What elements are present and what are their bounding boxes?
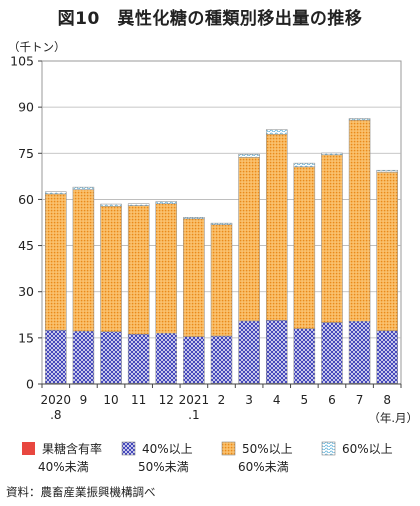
legend-label-1: 40%未満 xyxy=(38,460,89,474)
x-tick-label: 9 xyxy=(80,393,88,407)
bar-segment-4 xyxy=(376,169,398,173)
legend-swatch-4 xyxy=(321,441,336,456)
bar-segment-4 xyxy=(321,152,343,156)
x-tick-label: 7 xyxy=(356,393,364,407)
bar-segment-4 xyxy=(293,162,316,168)
y-tick-label: 75 xyxy=(18,146,34,161)
legend-label-3: 60%未満 xyxy=(238,460,289,474)
x-tick-label: .1 xyxy=(188,408,199,422)
legend-label-4: 60%以上 xyxy=(342,442,393,456)
bar-segment-3 xyxy=(45,193,67,331)
x-tick-label: 6 xyxy=(328,393,336,407)
bar-segment-3 xyxy=(265,133,288,321)
x-tick-label: 3 xyxy=(245,393,253,407)
bar-segment-3 xyxy=(100,205,122,332)
bar-segment-3 xyxy=(321,154,343,323)
bar-segment-2 xyxy=(45,329,67,384)
bar-segment-4 xyxy=(127,203,150,206)
y-tick-label: 105 xyxy=(10,54,34,69)
legend-label-1: 果糖含有率 xyxy=(42,441,102,456)
y-tick-label: 45 xyxy=(18,238,34,253)
bar-segment-4 xyxy=(100,203,122,207)
bar-segment-4 xyxy=(348,118,371,121)
legend-swatch-1 xyxy=(22,442,35,455)
legend-label-2: 50%未満 xyxy=(138,460,189,474)
bar-segment-3 xyxy=(72,189,95,332)
x-tick-label: .8 xyxy=(50,408,61,422)
y-tick-label: 0 xyxy=(26,377,34,392)
chart-title: 図10 異性化糖の種類別移出量の推移 xyxy=(57,9,363,29)
x-tick-label: 4 xyxy=(273,393,281,407)
bar-segment-2 xyxy=(155,332,178,384)
bar-segment-2 xyxy=(127,333,150,384)
legend-label-2: 40%以上 xyxy=(142,442,193,456)
bar-segment-2 xyxy=(72,330,95,384)
bar-segment-4 xyxy=(72,186,95,190)
bar-segment-2 xyxy=(265,320,288,384)
bar-segment-4 xyxy=(210,222,233,225)
x-tick-label: 2 xyxy=(218,393,226,407)
legend-layer: 果糖含有率 40%未満 40%以上 50%未満 50%以上 60%未満 60%以上 xyxy=(22,441,393,474)
y-tick-label: 60 xyxy=(18,192,34,207)
x-tick-label: 10 xyxy=(103,393,118,407)
bar-segment-4 xyxy=(155,201,178,204)
x-tick-label: 11 xyxy=(131,393,146,407)
bar-segment-2 xyxy=(238,320,260,384)
bar-layer xyxy=(45,118,398,384)
bar-segment-2 xyxy=(293,328,316,384)
bar-segment-3 xyxy=(238,157,260,322)
y-tick-label: 30 xyxy=(18,284,34,299)
y-tick-label: 90 xyxy=(18,100,34,115)
bar-segment-2 xyxy=(321,322,343,384)
x-tick-label: 5 xyxy=(301,393,309,407)
bar-segment-4 xyxy=(238,153,260,158)
x-axis-label: （年.月） xyxy=(368,411,418,425)
bar-segment-3 xyxy=(293,166,316,329)
y-tick-label: 15 xyxy=(18,330,34,345)
x-tick-label: 2021 xyxy=(179,393,210,407)
bar-segment-3 xyxy=(155,203,178,334)
x-tick-label: 12 xyxy=(159,393,174,407)
bar-segment-4 xyxy=(183,217,205,220)
x-tick-label: 8 xyxy=(383,393,391,407)
bar-segment-2 xyxy=(100,331,122,384)
bar-segment-3 xyxy=(210,224,233,337)
y-axis-label: （千トン） xyxy=(8,40,66,54)
bar-segment-2 xyxy=(210,335,233,384)
bar-segment-4 xyxy=(45,191,67,195)
source-note: 資料：農畜産業振興機構調べ xyxy=(6,485,156,499)
bar-segment-3 xyxy=(127,205,150,335)
bar-segment-3 xyxy=(183,218,205,337)
bar-segment-2 xyxy=(348,320,371,384)
legend-swatch-3 xyxy=(221,441,236,456)
legend-swatch-2 xyxy=(121,441,136,456)
bar-segment-3 xyxy=(348,119,371,322)
bar-segment-4 xyxy=(265,129,288,135)
legend-label-3: 50%以上 xyxy=(242,442,293,456)
bar-segment-2 xyxy=(376,330,398,384)
x-tick-label: 2020 xyxy=(41,393,72,407)
bar-segment-2 xyxy=(183,336,205,384)
bar-segment-3 xyxy=(376,171,398,332)
